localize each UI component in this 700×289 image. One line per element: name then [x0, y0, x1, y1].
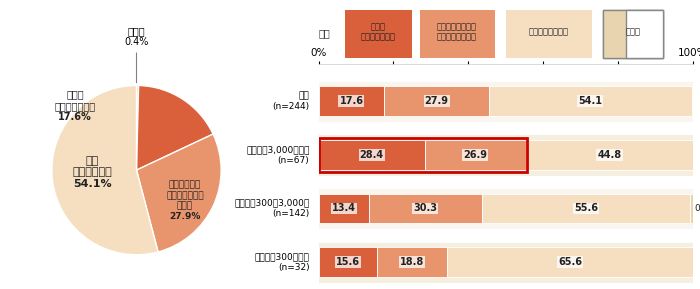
Bar: [318, 138, 528, 172]
Text: 44.8: 44.8: [597, 150, 622, 160]
Bar: [369, 194, 482, 223]
Bar: [318, 241, 693, 283]
Text: 凡例: 凡例: [318, 28, 330, 38]
Text: 任命
されていない
54.1%: 任命 されていない 54.1%: [73, 155, 113, 189]
Bar: [419, 10, 494, 58]
Wedge shape: [136, 86, 213, 170]
Text: 28.4: 28.4: [360, 150, 384, 160]
Bar: [489, 86, 692, 116]
Bar: [505, 10, 592, 58]
Bar: [318, 86, 384, 116]
Bar: [377, 247, 447, 277]
Text: 54.1: 54.1: [578, 96, 602, 106]
Bar: [425, 140, 526, 170]
Bar: [482, 194, 690, 223]
Bar: [384, 86, 489, 116]
Text: 17.6: 17.6: [340, 96, 363, 106]
Bar: [318, 140, 425, 170]
Text: 26.9: 26.9: [463, 150, 487, 160]
Text: 15.6: 15.6: [336, 257, 360, 267]
Bar: [626, 10, 663, 58]
Text: 他の役職との
兼務で任命され
ている
27.9%: 他の役職との 兼務で任命され ている 27.9%: [166, 180, 204, 221]
Bar: [344, 10, 412, 58]
Text: 18.8: 18.8: [400, 257, 424, 267]
Text: 無回答: 無回答: [626, 28, 641, 37]
Text: 他の役職との兼務
で任命されている: 他の役職との兼務 で任命されている: [437, 23, 477, 42]
Bar: [318, 188, 693, 229]
Bar: [318, 80, 693, 122]
Text: 0.7: 0.7: [695, 204, 700, 213]
Bar: [526, 140, 694, 170]
Bar: [603, 10, 663, 58]
Bar: [690, 194, 693, 223]
Text: 無回答
0.4%: 無回答 0.4%: [125, 26, 148, 83]
Text: 専任で
任命されている: 専任で 任命されている: [361, 23, 396, 42]
Wedge shape: [136, 134, 221, 252]
Bar: [447, 247, 693, 277]
Wedge shape: [136, 86, 139, 170]
Text: 専任で
任命されている
17.6%: 専任で 任命されている 17.6%: [55, 89, 95, 122]
Text: 13.4: 13.4: [332, 203, 356, 214]
Text: 27.9: 27.9: [425, 96, 449, 106]
Wedge shape: [52, 86, 158, 255]
Text: 65.6: 65.6: [558, 257, 582, 267]
Bar: [603, 10, 663, 58]
Bar: [318, 134, 693, 176]
Text: 任命されていない: 任命されていない: [528, 28, 569, 37]
Text: 30.3: 30.3: [414, 203, 438, 214]
Text: 55.6: 55.6: [574, 203, 598, 214]
Bar: [692, 86, 693, 116]
Bar: [318, 194, 369, 223]
Bar: [318, 247, 377, 277]
